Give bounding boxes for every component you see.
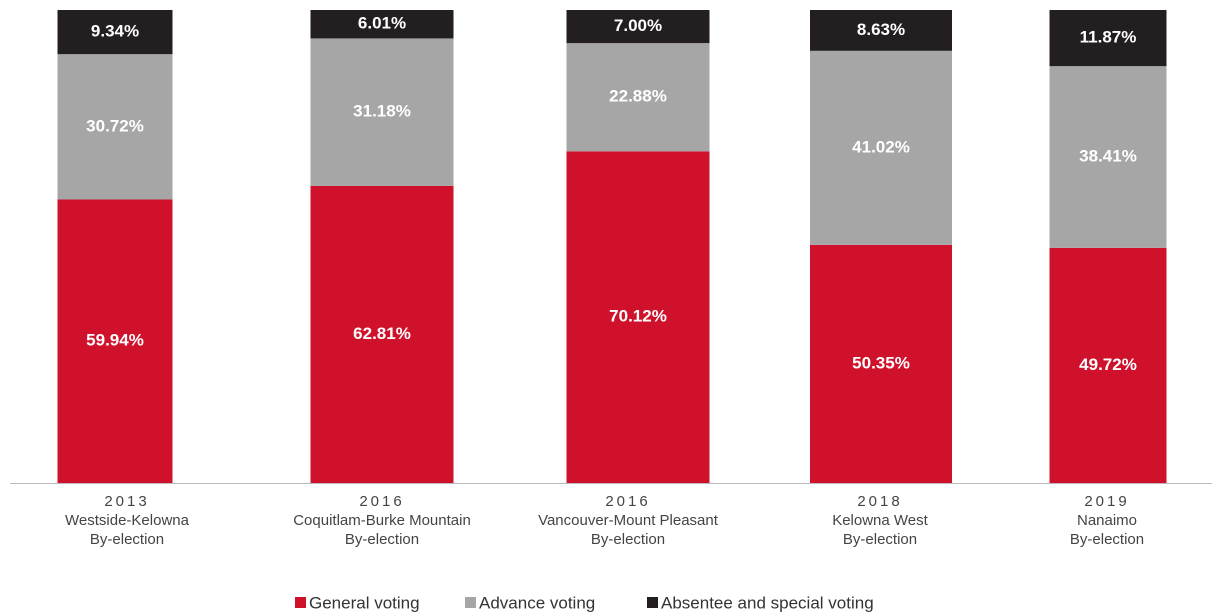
x-tick-label: By-election <box>90 531 164 548</box>
data-label: 6.01% <box>358 14 406 33</box>
bar-segment <box>566 151 710 483</box>
bar-segment <box>1049 66 1167 248</box>
data-label: 70.12% <box>609 307 667 326</box>
bar-segment <box>566 43 710 152</box>
bar-segment <box>1049 247 1167 483</box>
x-tick-label: 2019 <box>1084 493 1129 510</box>
bar-segment <box>1049 10 1167 67</box>
data-label: 59.94% <box>86 331 144 350</box>
bar-segment <box>810 244 952 483</box>
x-tick-label: Westside-Kelowna <box>65 512 190 529</box>
data-label: 31.18% <box>353 102 411 121</box>
x-tick-label: By-election <box>1070 531 1144 548</box>
legend-swatch <box>647 597 658 608</box>
bar-segment <box>810 10 952 51</box>
x-tick-label: 2016 <box>605 493 650 510</box>
x-tick-label: 2016 <box>359 493 404 510</box>
legend-label: Advance voting <box>479 593 595 612</box>
data-label: 22.88% <box>609 87 667 106</box>
data-label: 9.34% <box>91 22 139 41</box>
data-label: 50.35% <box>852 353 910 372</box>
bar-segment <box>57 199 173 483</box>
bar-segment <box>810 50 952 245</box>
bar-segment <box>310 10 454 39</box>
x-tick-label: Kelowna West <box>832 512 928 529</box>
bar-segment <box>566 10 710 44</box>
legend-swatch <box>295 597 306 608</box>
data-label: 7.00% <box>614 16 662 35</box>
legend-swatch <box>465 597 476 608</box>
data-label: 11.87% <box>1080 28 1137 47</box>
x-tick-label: Nanaimo <box>1077 512 1137 529</box>
x-tick-label: By-election <box>843 531 917 548</box>
bar-segment <box>310 38 454 186</box>
data-label: 62.81% <box>353 324 411 343</box>
bar-segment <box>57 10 173 55</box>
x-tick-label: By-election <box>345 531 419 548</box>
legend-label: Absentee and special voting <box>661 593 874 612</box>
data-label: 41.02% <box>852 137 910 156</box>
bar-segment <box>57 54 173 200</box>
x-tick-label: Vancouver-Mount Pleasant <box>538 512 719 529</box>
legend-label: General voting <box>309 593 420 612</box>
x-tick-label: 2013 <box>104 493 149 510</box>
data-label: 8.63% <box>857 20 905 39</box>
data-label: 30.72% <box>86 116 144 135</box>
bar-segment <box>310 185 454 484</box>
x-tick-label: By-election <box>591 531 665 548</box>
data-label: 49.72% <box>1079 355 1137 374</box>
data-label: 38.41% <box>1079 146 1137 165</box>
x-tick-label: Coquitlam-Burke Mountain <box>293 512 471 529</box>
x-tick-label: 2018 <box>857 493 902 510</box>
